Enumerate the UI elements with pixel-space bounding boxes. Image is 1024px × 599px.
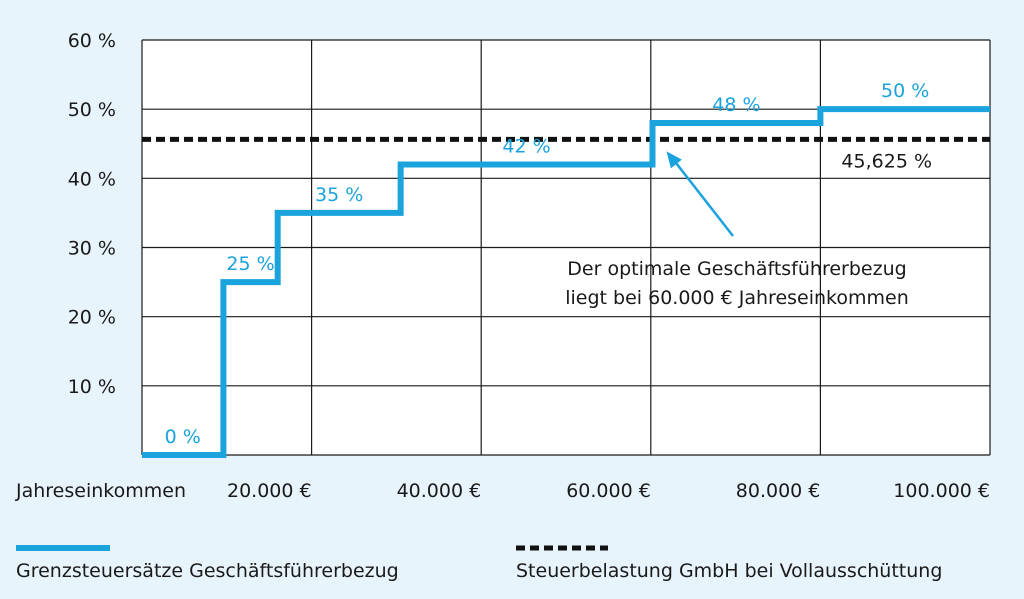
annotation-arrow-head bbox=[666, 151, 682, 169]
y-tick-label: 20 % bbox=[68, 307, 116, 329]
legend-label-gmbh-tax: Steuerbelastung GmbH bei Vollausschüttun… bbox=[516, 560, 943, 582]
step-labels: 0 % 25 % 35 % 42 % 48 % 50 % bbox=[165, 80, 930, 448]
y-tick-label: 30 % bbox=[68, 238, 116, 260]
annotation-arrow-line bbox=[671, 157, 734, 237]
annotation: Der optimale Geschäftsführerbezug liegt b… bbox=[565, 151, 909, 309]
y-tick-label: 60 % bbox=[68, 30, 116, 52]
x-tick-label: 20.000 € bbox=[227, 480, 312, 502]
y-tick-label: 10 % bbox=[68, 376, 116, 398]
step-value-label: 48 % bbox=[712, 94, 760, 116]
x-tick-label: 80.000 € bbox=[736, 480, 821, 502]
marginal-tax-step-path bbox=[142, 106, 990, 458]
x-tick-label: 60.000 € bbox=[566, 480, 651, 502]
legend-label-marginal-tax: Grenzsteuersätze Geschäftsführerbezug bbox=[16, 560, 399, 582]
y-tick-label: 40 % bbox=[68, 168, 116, 190]
step-value-label: 35 % bbox=[315, 184, 363, 206]
step-value-label: 42 % bbox=[502, 136, 550, 158]
step-value-label: 0 % bbox=[165, 426, 201, 448]
step-value-label: 25 % bbox=[226, 253, 274, 275]
annotation-text-line: Der optimale Geschäftsführerbezug bbox=[567, 258, 906, 280]
x-tick-label: 40.000 € bbox=[397, 480, 482, 502]
x-tick-labels: 20.000 € 40.000 € 60.000 € 80.000 € 100.000 … bbox=[227, 480, 990, 502]
annotation-text-line: liegt bei 60.000 € Jahreseinkommen bbox=[565, 287, 909, 309]
marginal-tax-step-line bbox=[142, 106, 990, 458]
gmbh-tax-value-label: 45,625 % bbox=[841, 150, 932, 172]
y-tick-label: 50 % bbox=[68, 99, 116, 121]
x-tick-label: 100.000 € bbox=[893, 480, 990, 502]
y-tick-labels: 10 % 20 % 30 % 40 % 50 % 60 % bbox=[68, 30, 116, 398]
grid-lines bbox=[141, 39, 991, 456]
x-axis-label: Jahreseinkommen bbox=[15, 480, 186, 502]
step-value-label: 50 % bbox=[881, 80, 929, 102]
gmbh-tax-line: 45,625 % bbox=[142, 136, 990, 172]
